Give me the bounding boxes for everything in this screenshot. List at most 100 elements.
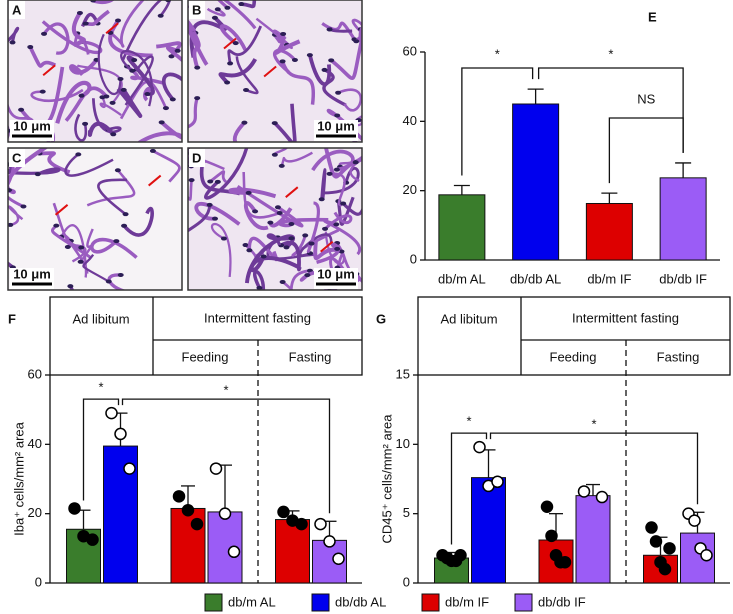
fiber: [227, 25, 263, 64]
nucleus: [252, 209, 259, 214]
data-point: [540, 500, 554, 513]
sig-label: *: [466, 414, 471, 429]
data-point: [277, 505, 290, 519]
fiber: [42, 22, 70, 55]
fiber: [273, 103, 297, 142]
nucleus: [288, 236, 295, 241]
nucleus: [291, 57, 298, 62]
nucleus: [224, 80, 231, 85]
arrow: [320, 240, 334, 253]
nucleus: [67, 284, 74, 289]
nucleus: [39, 89, 46, 94]
nucleus: [302, 233, 309, 238]
bar: [659, 177, 707, 261]
fiber: [188, 19, 209, 66]
nucleus: [77, 259, 84, 264]
y-axis-label: CD45⁺ cells/mm² area: [379, 414, 394, 544]
nucleus: [78, 93, 85, 98]
fiber: [8, 163, 13, 173]
data-point: [658, 562, 672, 576]
y-tick-label: 40: [403, 113, 417, 128]
nucleus: [232, 41, 239, 46]
fiber: [161, 72, 182, 101]
fiber: [330, 32, 362, 81]
nucleus: [188, 178, 195, 183]
nucleus: [34, 172, 41, 177]
panel-label: A: [12, 2, 22, 17]
nucleus: [120, 87, 127, 92]
nucleus: [326, 27, 333, 32]
fiber: [242, 171, 281, 219]
x-tick-label: db/db IF: [659, 271, 707, 286]
nucleus: [308, 241, 315, 246]
fiber: [126, 55, 155, 96]
micrograph: [188, 148, 362, 290]
fiber: [351, 18, 362, 35]
header-box: [49, 296, 363, 376]
nucleus: [20, 204, 27, 209]
nucleus: [117, 273, 124, 278]
arrow: [54, 204, 69, 216]
data-point: [645, 521, 658, 534]
nucleus: [9, 40, 16, 45]
fiber: [8, 148, 49, 195]
y-tick-label: 60: [28, 366, 42, 381]
fiber: [122, 206, 154, 237]
fiber: [232, 121, 246, 142]
sig-bracket: [121, 398, 331, 514]
data-point: [181, 503, 195, 517]
header-label: Intermittent fasting: [572, 310, 679, 325]
fiber: [107, 273, 128, 290]
panel-label: B: [192, 2, 201, 17]
fiber: [41, 20, 103, 55]
nucleus: [260, 254, 267, 259]
fiber: [30, 88, 84, 103]
y-tick-label: 15: [396, 366, 410, 381]
arrow: [263, 65, 277, 78]
sig-label: *: [98, 380, 103, 395]
fiber: [188, 97, 199, 129]
data-point: [209, 462, 223, 475]
nucleus: [117, 76, 124, 81]
header-label: Feeding: [182, 349, 229, 364]
nucleus: [353, 39, 360, 44]
fiber: [39, 151, 71, 174]
nucleus: [241, 120, 248, 125]
nucleus: [53, 223, 60, 228]
data-point: [577, 485, 591, 498]
nucleus: [109, 100, 116, 105]
nucleus: [326, 171, 333, 176]
nucleus: [283, 245, 290, 250]
fiber: [323, 219, 362, 256]
arrow: [285, 186, 299, 198]
sig-bracket: [461, 67, 534, 176]
data-point: [68, 502, 81, 515]
fiber: [235, 56, 259, 95]
fiber: [74, 113, 88, 142]
nucleus: [335, 90, 342, 95]
nucleus: [242, 243, 249, 248]
fiber: [329, 172, 346, 207]
header-label: Ad libitum: [440, 311, 497, 326]
data-point: [454, 549, 467, 562]
label-bg: [189, 1, 205, 19]
fiber: [249, 255, 299, 273]
legend-label: db/m AL: [228, 594, 276, 609]
panel-letter: E: [648, 9, 657, 24]
y-axis-label: Iba⁺ cells/mm² area: [11, 421, 26, 536]
legend-label: db/db AL: [335, 594, 386, 609]
nucleus: [8, 222, 14, 227]
fiber: [28, 46, 57, 68]
nucleus: [279, 59, 286, 64]
data-point: [323, 535, 336, 548]
bar: [512, 103, 560, 261]
nucleus: [174, 48, 181, 53]
header-label: Intermittent fasting: [204, 310, 311, 325]
nucleus: [211, 216, 218, 221]
micrograph-frame: [187, 0, 363, 143]
nucleus: [334, 113, 341, 118]
nucleus: [75, 152, 82, 157]
sig-label: *: [223, 383, 228, 398]
fiber: [324, 166, 360, 195]
panel-label: D: [192, 150, 201, 165]
